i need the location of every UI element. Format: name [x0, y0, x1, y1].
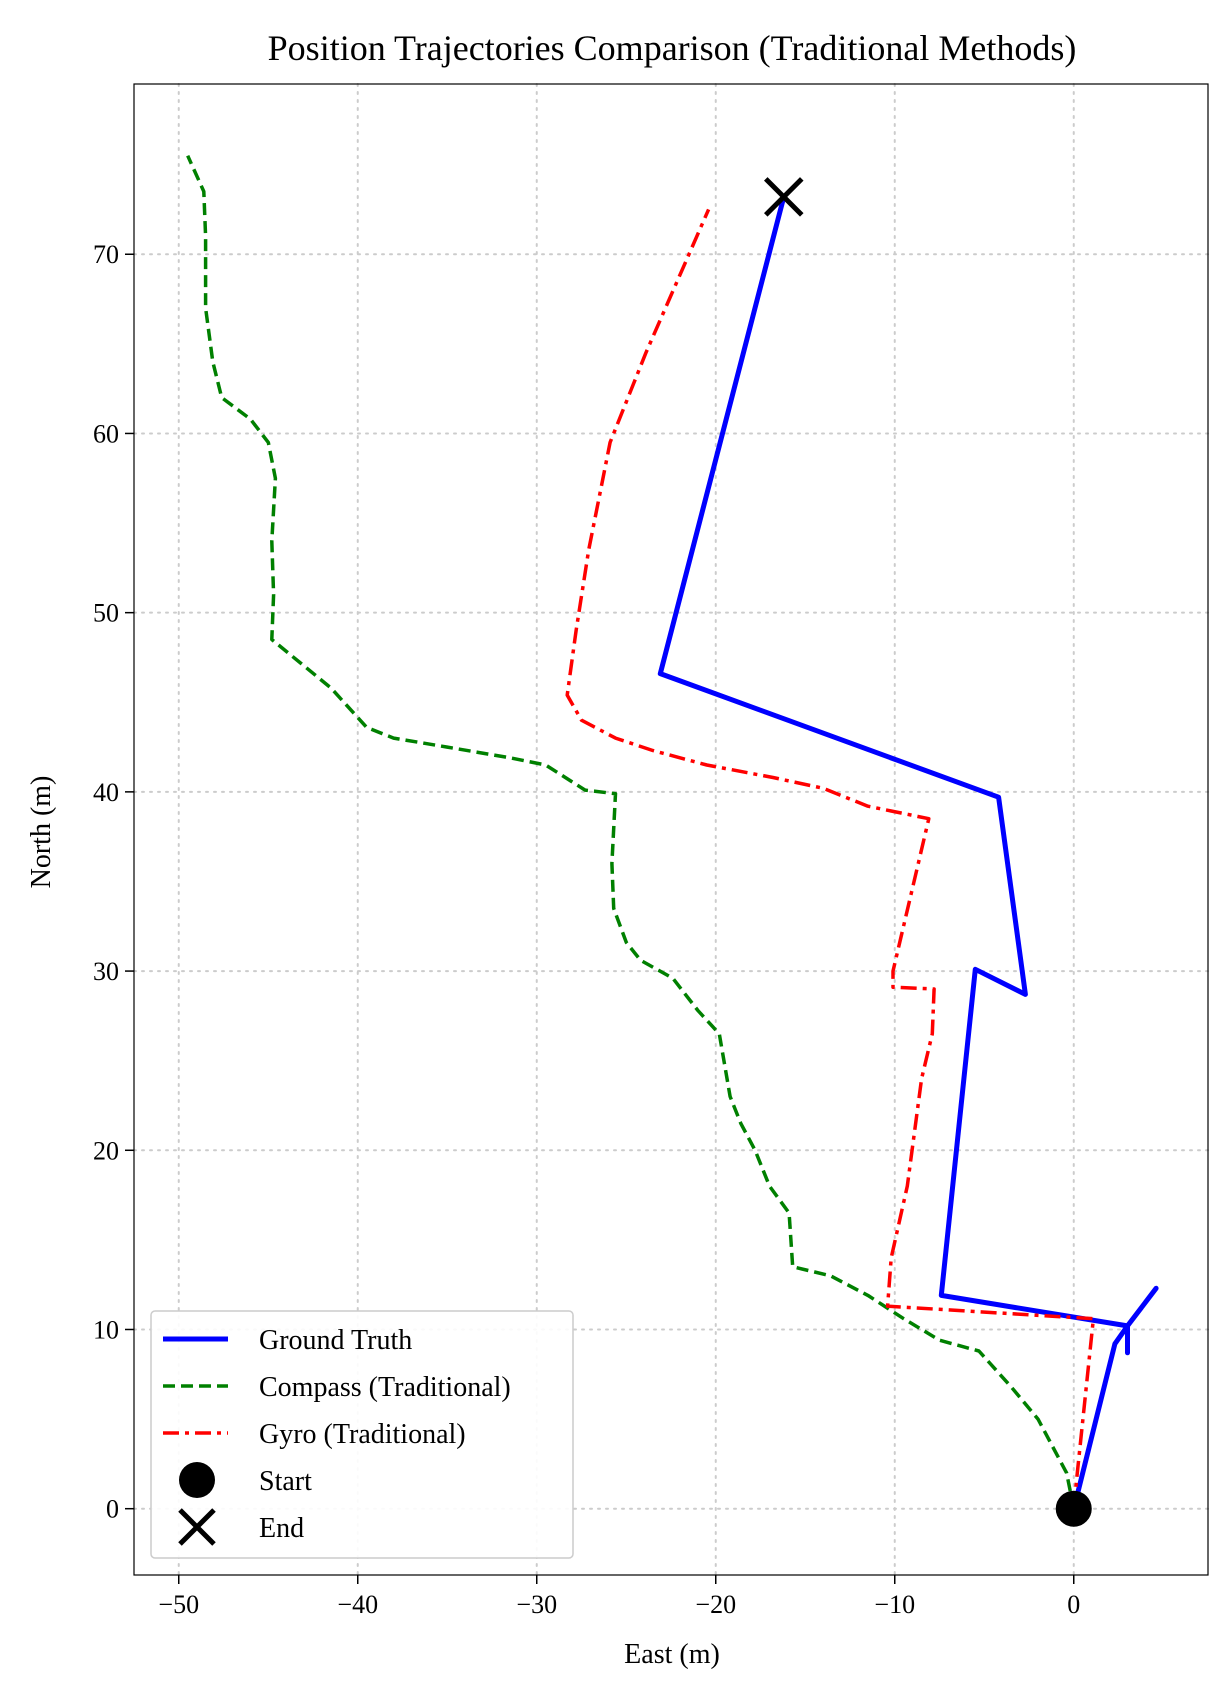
x-axis-title: East (m)	[624, 1639, 720, 1670]
start-marker	[1055, 1490, 1092, 1527]
legend-end-swatch	[178, 1508, 216, 1546]
series-line-gyro-traditional	[565, 208, 1096, 1509]
y-tick-label: 50	[93, 599, 119, 628]
y-tick-label: 40	[93, 778, 119, 807]
x-tick-label: −50	[158, 1590, 199, 1619]
y-axis-title: North (m)	[26, 776, 57, 889]
x-tick-label: −30	[516, 1590, 557, 1619]
legend-box	[150, 1310, 574, 1559]
legend-label: Ground Truth	[259, 1325, 412, 1356]
chart-title: Position Trajectories Comparison (Tradit…	[268, 28, 1077, 68]
series-line-compass-traditional	[186, 154, 1076, 1510]
axis-ticks: −50 −40 −30 −20 −10 0 0 10 20 30 40 50 60 70	[93, 240, 1080, 1619]
y-tick-label: 0	[106, 1495, 119, 1524]
x-tick-label: 0	[1067, 1590, 1080, 1619]
x-tick-label: −10	[874, 1590, 915, 1619]
y-tick-label: 10	[93, 1315, 119, 1344]
series-line-ground-truth	[657, 196, 1159, 1510]
legend-label: Start	[259, 1466, 312, 1497]
x-tick-label: −20	[695, 1590, 736, 1619]
y-tick-label: 30	[93, 957, 119, 986]
y-tick-label: 70	[93, 240, 119, 269]
series-layer	[186, 154, 1159, 1510]
end-marker	[764, 177, 804, 217]
legend-label: End	[259, 1513, 304, 1544]
marker-layer	[764, 177, 1092, 1527]
legend-label: Gyro (Traditional)	[259, 1419, 466, 1450]
legend: Ground Truth Compass (Traditional) Gyro (T…	[150, 1310, 574, 1559]
plot-frame	[133, 83, 1209, 1576]
legend-label: Compass (Traditional)	[259, 1372, 511, 1403]
legend-start-swatch	[179, 1462, 215, 1498]
y-tick-label: 60	[93, 419, 119, 448]
x-tick-label: −40	[337, 1590, 378, 1619]
y-tick-label: 20	[93, 1136, 119, 1165]
